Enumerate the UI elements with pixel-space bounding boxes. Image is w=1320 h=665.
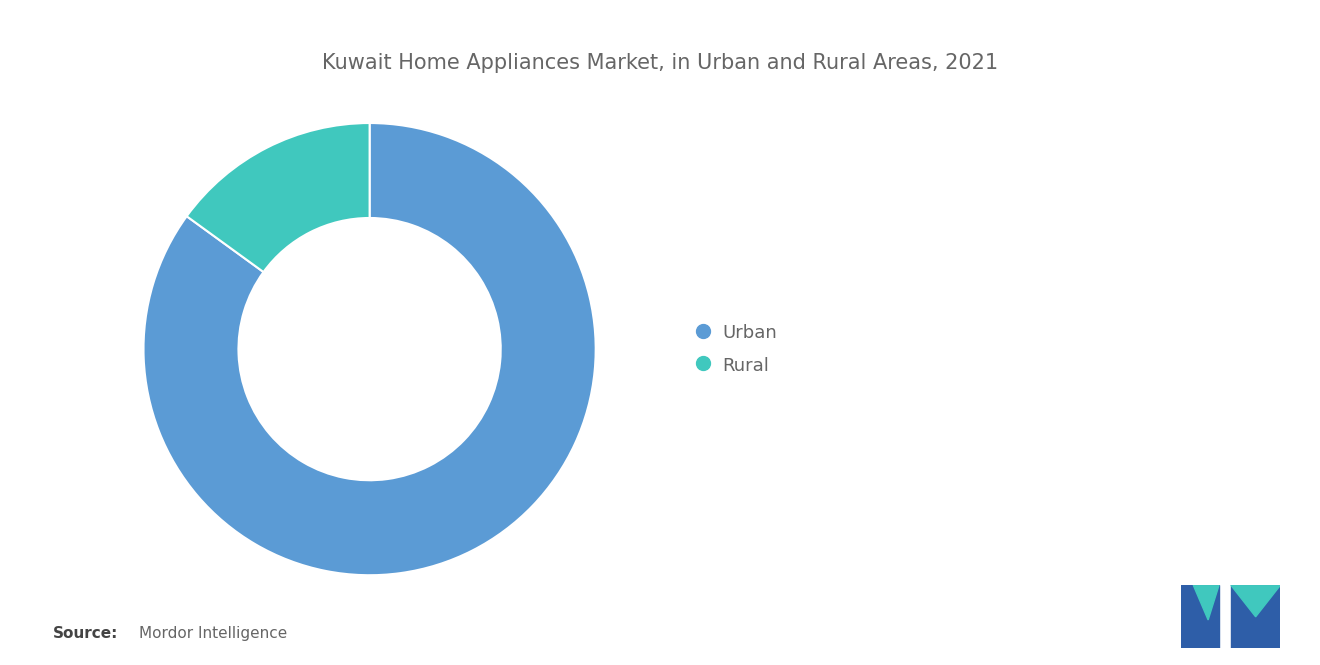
Legend: Urban, Rural: Urban, Rural — [689, 315, 785, 384]
Polygon shape — [1232, 585, 1280, 648]
Polygon shape — [1193, 585, 1220, 620]
Text: Mordor Intelligence: Mordor Intelligence — [139, 626, 286, 642]
Wedge shape — [144, 123, 595, 575]
Polygon shape — [1232, 585, 1280, 617]
Text: Kuwait Home Appliances Market, in Urban and Rural Areas, 2021: Kuwait Home Appliances Market, in Urban … — [322, 53, 998, 73]
Polygon shape — [1181, 585, 1220, 648]
Text: Source:: Source: — [53, 626, 119, 642]
Wedge shape — [186, 123, 370, 272]
